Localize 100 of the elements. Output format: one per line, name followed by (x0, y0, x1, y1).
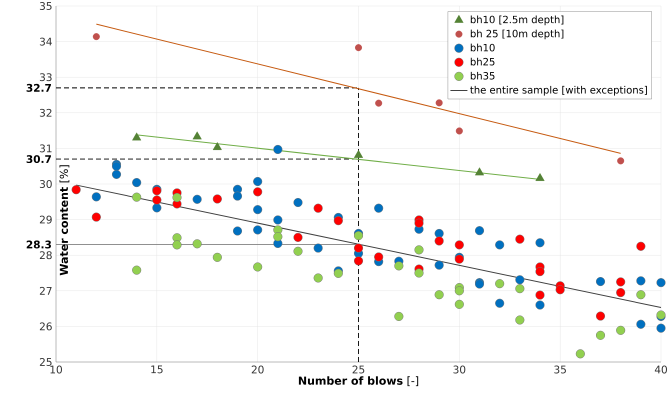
x-tick-label: 10 (50, 366, 62, 374)
point (474, 167, 484, 176)
point (253, 205, 262, 214)
point (112, 170, 122, 179)
point (434, 228, 444, 238)
y-tick-label: 29 (40, 216, 52, 224)
y-tick-label: 35 (40, 2, 52, 10)
y-tick-label: 30 (40, 180, 52, 188)
y-tick-label: 28 (40, 251, 52, 260)
point (636, 290, 646, 300)
point (556, 285, 565, 294)
ref-line-label: 32.7 (26, 84, 51, 92)
point (172, 192, 182, 202)
point (152, 203, 162, 212)
point (273, 144, 282, 154)
point (192, 194, 202, 204)
point (132, 132, 142, 140)
y-tick-label: 27 (40, 286, 52, 295)
point (617, 157, 624, 164)
point (596, 312, 606, 321)
point (253, 187, 262, 196)
point (394, 312, 404, 321)
point (434, 260, 444, 270)
point (293, 198, 303, 208)
point (456, 127, 463, 134)
point (374, 204, 384, 213)
point (535, 173, 545, 181)
point (273, 215, 282, 225)
point (192, 131, 202, 140)
point (132, 266, 142, 275)
point (354, 150, 364, 158)
x-tick-label: 40 (654, 366, 667, 374)
point (394, 261, 404, 270)
x-tick-label: 15 (151, 366, 163, 374)
legend-label: bh35 (470, 72, 494, 80)
point (495, 240, 504, 250)
point (212, 252, 222, 262)
point (616, 326, 626, 335)
point (212, 194, 222, 204)
point (334, 268, 343, 278)
point (172, 240, 182, 250)
legend-label: bh10 [2.5m depth] (470, 16, 564, 26)
point (495, 298, 504, 308)
point (314, 204, 323, 213)
y-tick-label: 33 (40, 73, 52, 82)
point (414, 245, 424, 254)
point (495, 279, 504, 288)
point (354, 256, 364, 266)
point (636, 276, 646, 286)
point (374, 252, 384, 262)
point (515, 275, 524, 284)
point (636, 242, 646, 251)
point (314, 244, 323, 253)
x-tick-label: 30 (453, 366, 466, 374)
point (434, 236, 444, 246)
point (192, 239, 202, 248)
point (334, 216, 343, 226)
point (253, 262, 262, 272)
point (92, 33, 100, 40)
y-tick-label: 31 (40, 144, 52, 152)
point (273, 232, 282, 242)
y-axis-title: Water content [%] (60, 165, 70, 276)
point (72, 185, 81, 194)
point (354, 231, 364, 240)
point (454, 286, 464, 296)
ref-line-label: 30.7 (26, 155, 51, 164)
point (132, 178, 142, 188)
legend-label: the entire sample [with exceptions] (470, 86, 647, 96)
point (355, 44, 362, 52)
point (212, 142, 222, 150)
point (253, 176, 262, 186)
legend-label: bh25 (470, 58, 494, 66)
point (535, 290, 545, 300)
point (132, 192, 142, 202)
legend-label: bh10 (470, 44, 495, 52)
point (92, 192, 101, 202)
point (616, 277, 626, 286)
point (454, 300, 464, 309)
point (293, 246, 303, 256)
point (515, 234, 524, 244)
point (375, 100, 382, 107)
point (354, 244, 364, 253)
point (232, 226, 242, 236)
point (474, 226, 484, 236)
point (414, 268, 424, 278)
point (596, 276, 606, 286)
point (172, 233, 182, 242)
x-axis-title: Number of blows [-] (298, 376, 418, 386)
point (92, 212, 101, 222)
point (656, 278, 666, 288)
point (515, 315, 524, 325)
x-tick-label: 35 (554, 366, 566, 374)
point (293, 232, 303, 242)
ref-line-label: 28.3 (26, 240, 51, 248)
point (636, 320, 646, 329)
point (314, 273, 323, 283)
x-tick-label: 20 (252, 366, 264, 374)
x-tick-label: 25 (352, 366, 364, 374)
y-tick-label: 25 (40, 358, 52, 366)
point (414, 218, 424, 228)
